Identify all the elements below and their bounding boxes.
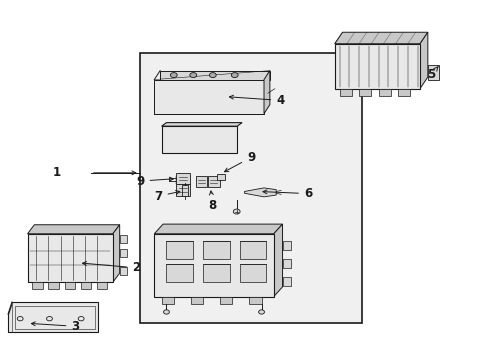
Text: 9: 9 bbox=[224, 151, 255, 172]
Bar bbox=[282, 259, 291, 268]
Polygon shape bbox=[419, 32, 427, 89]
Bar bbox=[27, 234, 113, 282]
Bar bbox=[81, 282, 91, 289]
Bar bbox=[176, 173, 189, 184]
Polygon shape bbox=[244, 188, 276, 197]
Bar bbox=[120, 249, 127, 257]
Polygon shape bbox=[264, 71, 269, 114]
Text: 9: 9 bbox=[136, 175, 173, 188]
Text: 5: 5 bbox=[427, 66, 438, 81]
Bar bbox=[207, 176, 219, 187]
Circle shape bbox=[231, 73, 238, 78]
Polygon shape bbox=[8, 302, 98, 332]
Bar bbox=[166, 241, 193, 259]
Bar bbox=[176, 184, 189, 196]
Bar bbox=[154, 80, 264, 114]
Bar bbox=[358, 89, 370, 96]
Text: 8: 8 bbox=[208, 191, 217, 212]
Bar bbox=[339, 89, 351, 96]
Bar bbox=[427, 65, 438, 80]
Polygon shape bbox=[27, 225, 120, 234]
Bar bbox=[378, 89, 390, 96]
Text: 4: 4 bbox=[229, 94, 284, 107]
Bar bbox=[48, 282, 59, 289]
Bar bbox=[282, 277, 291, 286]
Bar bbox=[140, 53, 361, 323]
Circle shape bbox=[233, 209, 240, 214]
Bar bbox=[182, 185, 188, 197]
Bar bbox=[203, 264, 229, 282]
Polygon shape bbox=[161, 123, 242, 126]
Bar bbox=[120, 235, 127, 243]
Bar bbox=[97, 282, 107, 289]
Polygon shape bbox=[160, 71, 269, 80]
Bar bbox=[239, 241, 266, 259]
Bar bbox=[190, 297, 203, 304]
Bar bbox=[166, 264, 193, 282]
Bar bbox=[154, 234, 273, 297]
Text: 6: 6 bbox=[263, 187, 312, 200]
Text: 7: 7 bbox=[154, 190, 180, 203]
Text: 2: 2 bbox=[82, 261, 140, 274]
Bar bbox=[282, 241, 291, 250]
Bar bbox=[161, 297, 173, 304]
Polygon shape bbox=[334, 32, 427, 44]
Polygon shape bbox=[273, 224, 282, 297]
Circle shape bbox=[209, 73, 216, 78]
Bar bbox=[216, 174, 225, 180]
Bar bbox=[334, 44, 419, 89]
Bar bbox=[239, 264, 266, 282]
Bar bbox=[64, 282, 75, 289]
Circle shape bbox=[163, 310, 169, 314]
Circle shape bbox=[170, 73, 177, 78]
Circle shape bbox=[258, 310, 264, 314]
Bar bbox=[120, 267, 127, 275]
Bar bbox=[32, 282, 43, 289]
Bar bbox=[203, 241, 229, 259]
Bar bbox=[397, 89, 409, 96]
Bar bbox=[249, 297, 261, 304]
Text: 3: 3 bbox=[31, 320, 80, 333]
Circle shape bbox=[189, 73, 196, 78]
Bar bbox=[195, 176, 207, 187]
Polygon shape bbox=[154, 224, 282, 234]
Text: 1: 1 bbox=[53, 166, 61, 179]
Bar bbox=[161, 126, 237, 153]
Bar bbox=[15, 306, 95, 329]
Polygon shape bbox=[113, 225, 120, 282]
Bar bbox=[220, 297, 232, 304]
